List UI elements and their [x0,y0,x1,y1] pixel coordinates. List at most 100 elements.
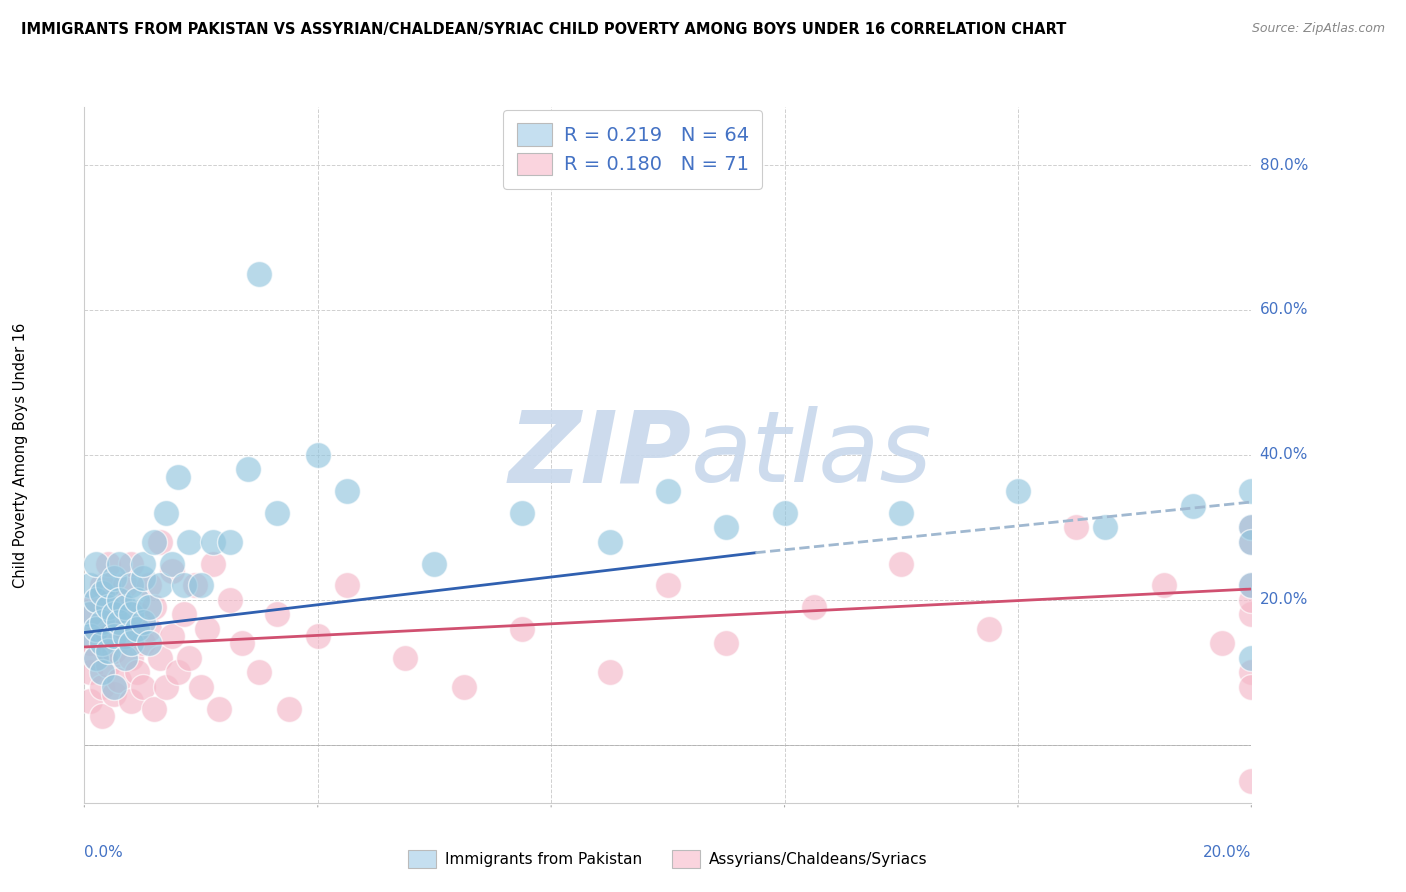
Point [120,578,142,592]
Point [114,651,136,665]
Point [599,665,621,680]
Point [120,607,142,622]
Point [1240,651,1263,665]
Point [510,622,533,636]
Point [773,506,796,520]
Point [307,448,329,462]
Point [97,643,120,657]
Point [236,462,259,476]
Point [84,592,107,607]
Point [714,520,737,534]
Point [90,615,112,629]
Point [336,578,359,592]
Point [90,680,112,694]
Text: 80.0%: 80.0% [1260,158,1308,172]
Point [125,607,148,622]
Point [90,578,112,592]
Point [84,622,107,636]
Point [132,680,155,694]
Text: 0.0%: 0.0% [84,845,124,860]
Point [1240,592,1263,607]
Point [149,534,172,549]
Point [599,534,621,549]
Point [1153,578,1175,592]
Point [219,592,242,607]
Point [160,629,183,643]
Point [149,578,172,592]
Point [79,607,101,622]
Point [890,506,912,520]
Point [510,506,533,520]
Text: Source: ZipAtlas.com: Source: ZipAtlas.com [1251,22,1385,36]
Point [179,651,201,665]
Point [97,658,120,673]
Point [108,615,131,629]
Point [138,578,160,592]
Point [155,506,177,520]
Text: Child Poverty Among Boys Under 16: Child Poverty Among Boys Under 16 [13,322,28,588]
Point [166,665,188,680]
Point [1181,499,1204,513]
Point [219,534,242,549]
Point [125,592,148,607]
Point [1240,520,1263,534]
Point [114,578,136,592]
Point [103,643,125,657]
Point [179,534,201,549]
Point [453,680,475,694]
Point [84,651,107,665]
Point [1211,636,1233,650]
Point [103,680,125,694]
Point [201,557,224,571]
Point [714,636,737,650]
Point [84,557,107,571]
Text: 20.0%: 20.0% [1260,592,1308,607]
Text: 20.0%: 20.0% [1204,845,1251,860]
Point [277,701,299,715]
Point [307,629,329,643]
Point [423,557,446,571]
Point [103,687,125,701]
Point [132,571,155,585]
Point [103,607,125,622]
Point [120,636,142,650]
Text: 60.0%: 60.0% [1260,302,1308,318]
Point [394,651,416,665]
Point [1240,534,1263,549]
Point [108,592,131,607]
Point [1240,578,1263,592]
Point [103,607,125,622]
Point [143,701,166,715]
Point [125,665,148,680]
Point [84,592,107,607]
Point [132,615,155,629]
Point [201,534,224,549]
Point [195,622,218,636]
Point [90,708,112,723]
Point [103,629,125,643]
Point [84,651,107,665]
Point [1066,520,1088,534]
Point [166,469,188,483]
Point [90,636,112,650]
Point [114,629,136,643]
Point [79,607,101,622]
Text: atlas: atlas [692,407,932,503]
Point [79,636,101,650]
Point [79,665,101,680]
Point [1240,520,1263,534]
Point [149,651,172,665]
Legend: Immigrants from Pakistan, Assyrians/Chaldeans/Syriacs: Immigrants from Pakistan, Assyrians/Chal… [401,842,935,875]
Point [173,578,195,592]
Point [120,651,142,665]
Point [1007,484,1029,499]
Point [247,665,270,680]
Point [890,557,912,571]
Point [132,636,155,650]
Point [1240,534,1263,549]
Point [657,484,679,499]
Point [336,484,359,499]
Point [160,557,183,571]
Point [97,578,120,592]
Point [132,557,155,571]
